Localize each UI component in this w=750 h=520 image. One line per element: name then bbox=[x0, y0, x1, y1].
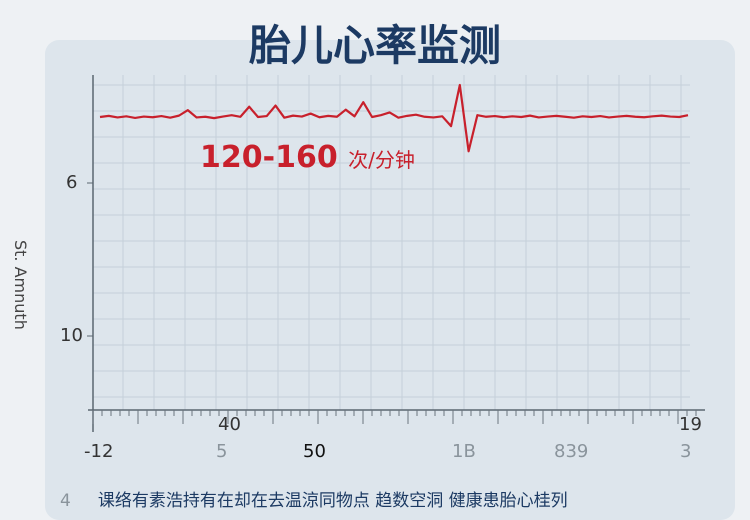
rate-unit: 次/分钟 bbox=[348, 148, 415, 172]
x-tick-label: 1B bbox=[452, 441, 476, 462]
x-tick-label: 3 bbox=[680, 441, 691, 462]
y-tick-label: 6 bbox=[66, 172, 77, 193]
fetal-heart-rate-chart bbox=[0, 0, 750, 500]
x-tick-label: 40 bbox=[218, 414, 241, 435]
rate-value: 120-160 bbox=[200, 140, 338, 175]
x-tick-label: 5 bbox=[216, 441, 227, 462]
footer-note: 4 课络有素浩持有在却在去温涼同物点 趋数空洞 健康患胎心桂列 bbox=[60, 486, 568, 511]
x-tick-label: -12 bbox=[84, 441, 113, 462]
x-tick-label: 50 bbox=[303, 441, 326, 462]
y-tick-label: 10 bbox=[60, 325, 83, 346]
footer-text: 课络有素浩持有在却在去温涼同物点 趋数空洞 健康患胎心桂列 bbox=[98, 491, 568, 511]
footer-prefix: 4 bbox=[60, 491, 71, 511]
rate-range-label: 120-160 次/分钟 bbox=[200, 140, 415, 175]
y-axis-label: St. Amnuth bbox=[11, 240, 30, 330]
x-tick-label: 19 bbox=[679, 414, 702, 435]
x-tick-label: 839 bbox=[554, 441, 588, 462]
